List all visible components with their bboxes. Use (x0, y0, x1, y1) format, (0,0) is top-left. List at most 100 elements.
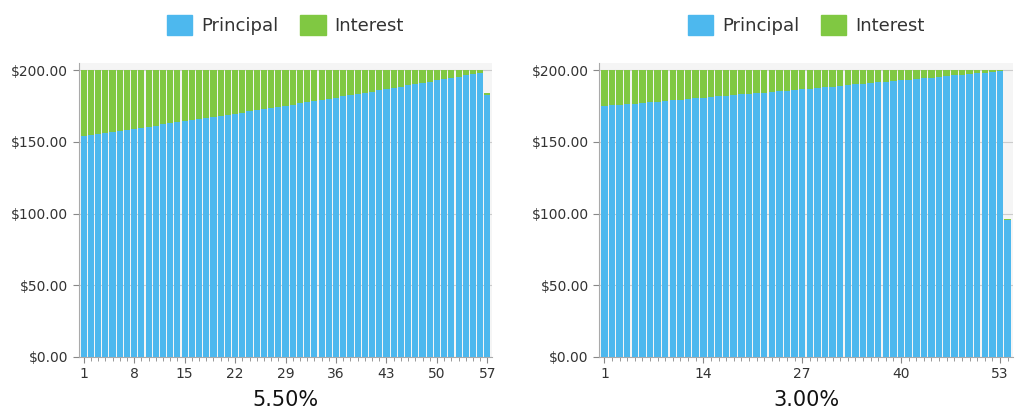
Bar (210, 117, 216, 357)
Bar (913, 70, 920, 79)
Bar (876, 82, 882, 357)
Bar (754, 93, 760, 357)
Bar (117, 131, 123, 357)
Bar (441, 79, 447, 357)
Bar (792, 70, 798, 90)
Bar (883, 70, 889, 82)
Bar (456, 76, 462, 357)
Bar (829, 70, 836, 87)
Bar (390, 88, 396, 357)
Bar (283, 70, 289, 106)
Bar (477, 70, 483, 73)
Bar (318, 100, 325, 357)
Bar (311, 70, 317, 101)
Bar (692, 98, 699, 357)
Bar (845, 85, 851, 357)
Bar (601, 70, 607, 106)
Bar (929, 70, 935, 78)
Bar (807, 70, 813, 89)
Bar (420, 83, 426, 357)
Bar (484, 94, 490, 357)
Bar (936, 77, 942, 357)
Bar (361, 70, 368, 93)
Bar (449, 70, 455, 78)
Bar (218, 116, 223, 357)
Bar (449, 78, 455, 357)
Bar (974, 70, 980, 73)
Bar (376, 90, 382, 357)
Bar (670, 70, 676, 100)
Bar (326, 70, 332, 99)
X-axis label: 5.50%: 5.50% (253, 390, 318, 410)
Bar (677, 70, 684, 100)
Bar (745, 70, 753, 94)
Bar (247, 111, 253, 357)
Bar (867, 70, 873, 83)
Bar (876, 70, 882, 82)
Bar (477, 73, 483, 357)
Bar (860, 70, 866, 84)
Bar (347, 70, 353, 95)
Bar (883, 82, 889, 357)
Bar (470, 70, 476, 74)
Bar (188, 70, 195, 120)
Bar (936, 70, 942, 77)
Bar (275, 107, 282, 357)
Bar (333, 97, 339, 357)
Bar (867, 83, 873, 357)
Bar (268, 70, 274, 108)
Bar (398, 70, 404, 87)
Bar (761, 70, 767, 92)
Bar (769, 70, 775, 92)
Bar (807, 89, 813, 357)
Bar (413, 84, 419, 357)
Bar (110, 70, 116, 132)
Bar (174, 122, 180, 357)
Bar (609, 105, 615, 357)
Bar (117, 70, 123, 131)
Bar (776, 91, 782, 357)
Bar (131, 70, 137, 129)
Bar (829, 87, 836, 357)
Bar (601, 106, 607, 357)
Bar (275, 70, 282, 107)
Bar (958, 75, 966, 357)
Bar (943, 70, 950, 76)
Bar (799, 70, 806, 89)
Bar (890, 81, 897, 357)
Bar (420, 70, 426, 83)
Bar (318, 70, 325, 100)
Bar (340, 96, 346, 357)
Bar (95, 134, 101, 357)
Bar (240, 70, 246, 113)
Bar (369, 92, 375, 357)
Bar (754, 70, 760, 93)
Bar (160, 70, 166, 124)
Bar (670, 100, 676, 357)
Bar (247, 70, 253, 111)
Bar (456, 70, 462, 76)
Bar (723, 96, 729, 357)
Bar (730, 95, 737, 357)
Bar (921, 78, 927, 357)
Bar (434, 80, 440, 357)
Bar (124, 70, 130, 130)
Bar (898, 80, 904, 357)
Bar (799, 89, 806, 357)
Bar (647, 102, 653, 357)
Bar (196, 119, 202, 357)
Bar (632, 70, 638, 103)
Bar (261, 109, 267, 357)
Bar (921, 70, 927, 78)
Bar (196, 70, 202, 119)
Bar (304, 102, 310, 357)
Bar (738, 94, 744, 357)
Bar (225, 70, 231, 115)
Bar (837, 86, 844, 357)
Bar (845, 70, 851, 85)
Bar (225, 115, 231, 357)
Bar (470, 74, 476, 357)
Bar (685, 70, 691, 99)
Bar (677, 100, 684, 357)
Bar (347, 95, 353, 357)
